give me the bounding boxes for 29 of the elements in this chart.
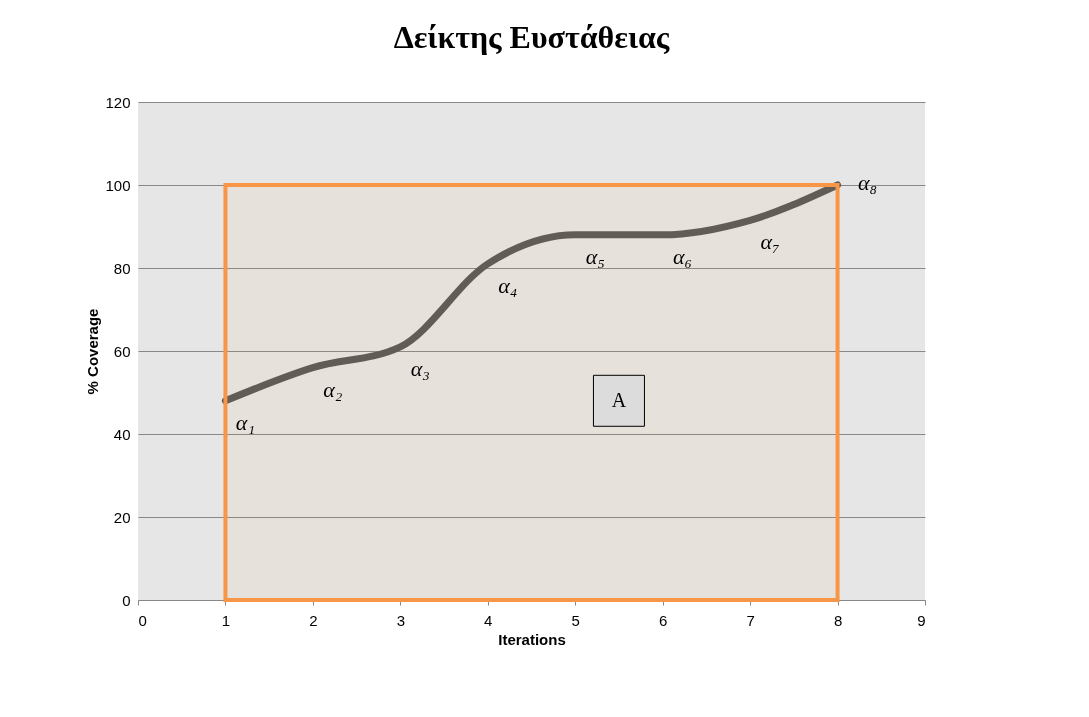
y-tick-label: 60 bbox=[113, 342, 131, 360]
annotation: α₄ bbox=[498, 272, 518, 298]
y-tick-label: 0 bbox=[122, 591, 131, 609]
band-label: A bbox=[611, 388, 627, 411]
y-tick-label: 20 bbox=[113, 508, 131, 526]
x-tick-label: 9 bbox=[917, 611, 926, 629]
annotation: α₅ bbox=[585, 243, 605, 269]
y-tick-label: 40 bbox=[113, 425, 131, 443]
y-tick-label: 100 bbox=[105, 176, 131, 194]
annotation: α₆ bbox=[673, 243, 693, 269]
x-tick-label: 5 bbox=[571, 611, 580, 629]
x-tick-label: 4 bbox=[484, 611, 493, 629]
x-tick-label: 8 bbox=[833, 611, 843, 629]
y-axis-title: % Coverage bbox=[84, 308, 102, 395]
x-tick-label: 2 bbox=[309, 611, 318, 629]
x-tick-label: 6 bbox=[658, 611, 668, 629]
annotation: α₈ bbox=[857, 170, 878, 195]
annotation: α₂ bbox=[323, 376, 343, 402]
y-tick-label: 80 bbox=[113, 259, 131, 277]
x-tick-label: 3 bbox=[396, 611, 406, 629]
y-tick-label: 120 bbox=[105, 93, 131, 111]
x-axis-title: Iterations bbox=[498, 630, 566, 648]
x-tick-label: 0 bbox=[138, 611, 147, 629]
annotation: α₁ bbox=[235, 409, 256, 435]
annotation: α₃ bbox=[410, 355, 430, 381]
chart-title: Δείκτης Ευστάθειας bbox=[393, 19, 670, 55]
x-tick-label: 1 bbox=[221, 611, 231, 629]
x-tick-label: 7 bbox=[746, 611, 755, 629]
annotation: α₇ bbox=[760, 229, 780, 255]
